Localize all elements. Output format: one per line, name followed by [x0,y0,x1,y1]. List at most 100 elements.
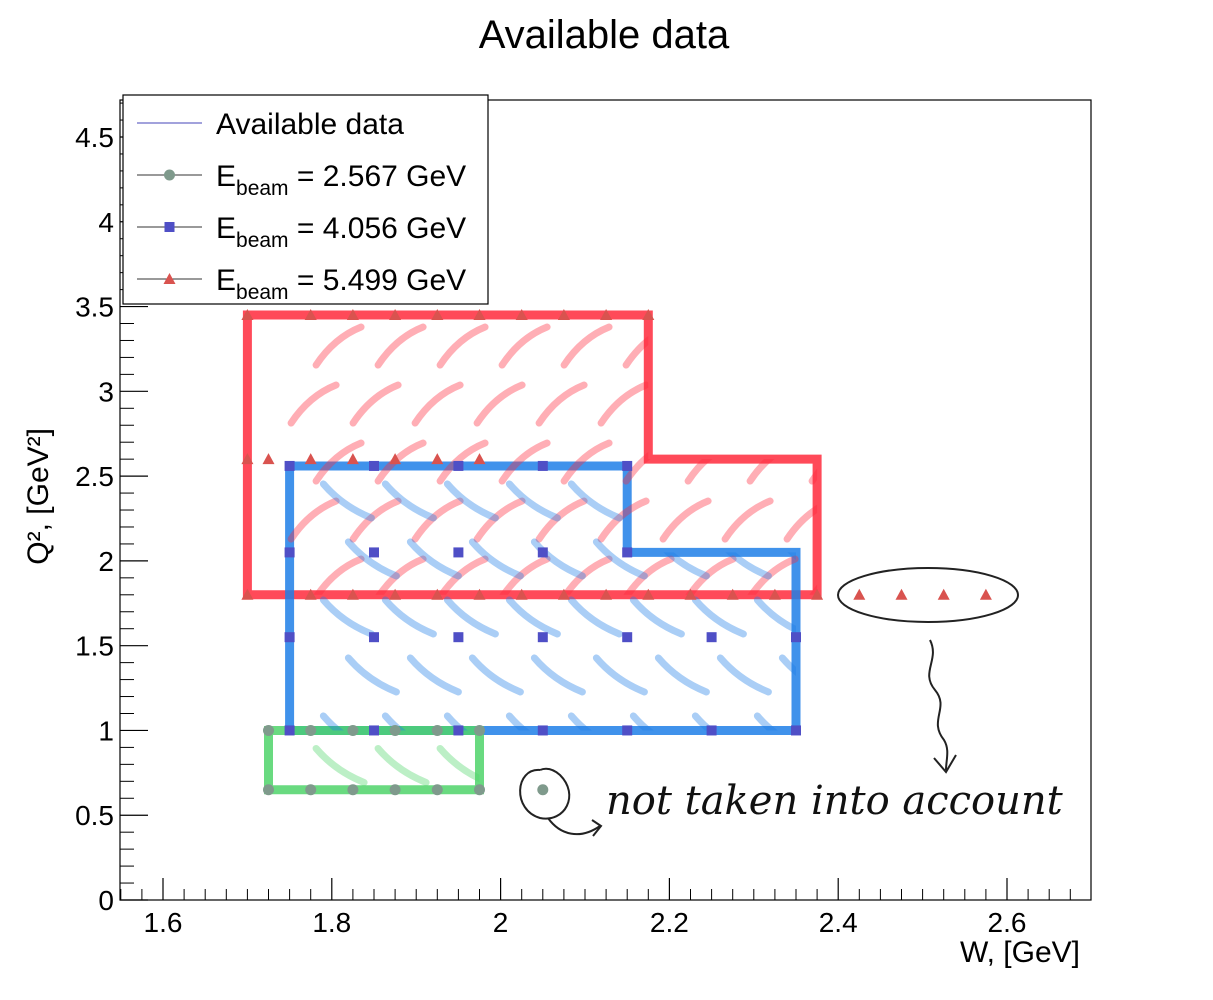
point-triangle [473,309,486,321]
point-triangle [937,588,950,600]
point-triangle [241,453,254,465]
blue-region-hatch-stroke [654,654,710,696]
red-region-hatch-stroke [349,497,402,543]
point-square [537,725,548,736]
axis-ticks: 1.6 1.8 2 2.2 2.4 2.6 0 0.5 1 1.5 2 2.5 3 3.5 4 4.5 [75,102,1071,938]
blue-region-hatch-stroke [505,712,561,731]
point-triangle [515,309,528,321]
point-square [369,632,379,643]
point-triangle [346,588,359,600]
point-triangle [473,588,486,600]
blue-region-hatch-stroke [691,596,747,638]
point-triangle [726,588,739,600]
point-triangle [557,588,570,600]
red-region-hatch-stroke [498,555,551,595]
point-triangle [642,588,655,600]
blue-region-hatch-stroke [319,480,375,522]
blue-region-hatch-stroke [406,654,462,696]
annotation-text: not taken into account [606,778,1064,824]
x-tick-label: 2 [493,907,509,938]
blue-region-hatch-stroke [381,596,437,638]
blue-region-hatch-stroke [691,712,747,731]
x-tick-label: 2.4 [819,907,858,938]
red-region-hatch-stroke [684,323,737,369]
red-region-hatch-stroke [721,497,774,543]
point-square [284,725,295,736]
red-region-hatch-stroke [535,381,588,427]
point-square [622,725,633,736]
y-tick-label: 1.5 [75,631,114,662]
x-tick-label: 1.8 [312,907,351,938]
blue-region-hatch-stroke [716,654,772,696]
red-region-hatch-stroke [746,555,799,595]
blue-region-hatch-stroke [468,538,524,580]
point-triangle [389,588,402,600]
point-triangle [262,453,275,465]
red-region-hatch-stroke [659,381,712,427]
point-triangle [389,309,402,321]
point-triangle [600,309,613,321]
point-triangle [811,588,824,600]
red-region-hatch-stroke [622,555,675,595]
point-triangle [600,588,613,600]
blue-region-hatch-stroke [344,654,400,696]
point-triangle [304,588,317,600]
point-triangle [431,309,444,321]
point-square [369,547,379,558]
point-square [369,460,379,471]
point-triangle [431,453,444,465]
point-triangle [895,588,908,600]
red-region-hatch-stroke [783,381,818,427]
blue-region-hatch-stroke [443,480,499,522]
red-region-hatch-stroke [473,381,526,427]
blue-region-hatch-stroke [468,654,524,696]
legend-marker-triangle [163,273,176,284]
y-tick-label: 2.5 [75,461,114,492]
chart-title: Available data [479,13,730,57]
point-triangle [431,588,444,600]
point-triangle [684,588,697,600]
blue-region-hatch-stroke [319,596,375,638]
point-square [369,725,379,736]
legend-entry: Available data [137,108,404,141]
red-region-hatch-stroke [808,323,818,369]
legend-marker-circle [164,169,175,181]
y-tick-label: 4 [98,207,114,238]
point-triangle [304,453,317,465]
legend-marker-square [164,222,175,232]
point-triangle [241,588,254,600]
legend: Available data Ebeam = 2.567 GeV Ebeam = 4… [122,94,489,305]
legend-entry: Ebeam = 5.499 GeV [137,264,466,304]
annotation-arrow-right [928,639,949,771]
blue-region-hatch-stroke [753,596,796,638]
point-triangle [473,453,486,465]
red-region-hatch-stroke [746,323,799,369]
y-tick-label: 3.5 [75,292,114,323]
red-region-hatch-stroke [535,497,588,543]
point-circle [474,784,485,796]
red-region-hatch-stroke [498,323,551,369]
legend-label: Available data [216,108,404,141]
red-region-hatch-stroke [312,323,365,369]
green-region-hatch-stroke [436,744,480,786]
point-square [622,632,633,643]
point-square [537,632,548,643]
red-region-hatch-stroke [473,497,526,543]
point-circle [347,784,359,796]
blue-region-hatch-stroke [629,712,685,731]
blue-region-hatch-stroke [592,538,648,580]
red-region-hatch-stroke [721,381,774,427]
red-region-hatch-stroke [436,323,489,369]
red-region-hatch-stroke [597,381,650,427]
blue-region-hatch-stroke [567,712,623,731]
red-region-hatch-stroke [498,439,551,485]
annotation-arrow-left [547,817,601,836]
point-triangle [515,588,528,600]
red-region-hatch-stroke [597,497,650,543]
plot-frame [119,99,1092,901]
red-region-hatch-stroke [436,555,489,595]
point-square [791,725,801,736]
point-circle [263,724,274,736]
point-circle [305,784,317,796]
point-triangle [241,309,254,321]
